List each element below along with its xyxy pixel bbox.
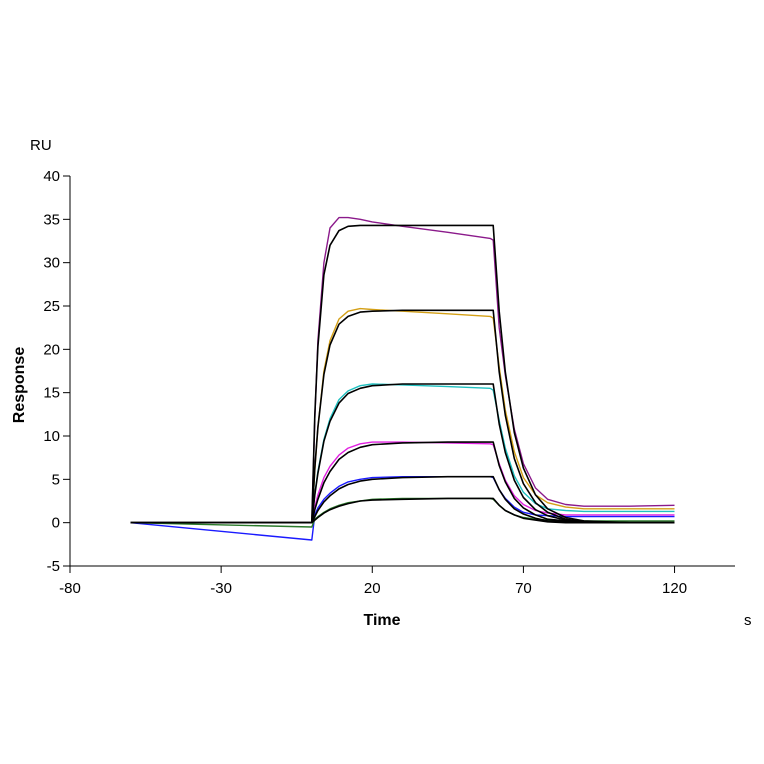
plot-area [130,216,675,541]
axes: -5 0 5 10 15 20 25 30 35 40 -80 -30 20 70 120 [43,168,735,597]
fit-curve [130,441,675,524]
y-tick-label: 5 [52,471,60,488]
data-curve [130,383,675,524]
fit-curve [130,383,675,524]
fit-curve [130,475,675,524]
x-axis-label: Time [363,612,400,629]
x-tick-label: 70 [515,580,532,597]
x-tick-label: 20 [364,580,381,597]
y-tick-label: 35 [43,211,60,228]
y-tick-label: 15 [43,385,60,402]
data-curve [130,216,675,524]
y-tick-label: 25 [43,298,60,315]
x-tick-label: 120 [662,580,687,597]
y-axis-label: Response [11,347,28,424]
y-unit-label: RU [30,137,52,154]
fit-curve [130,497,675,524]
y-tick-label: 40 [43,168,60,185]
x-unit-label: s [744,612,752,629]
fit-curve [130,224,675,524]
fit-curve [130,309,675,524]
y-tick-label: 30 [43,255,60,272]
y-tick-label: 20 [43,341,60,358]
y-tick-label: 10 [43,428,60,445]
x-tick-label: -80 [59,580,81,597]
x-tick-label: -30 [210,580,232,597]
data-curve [130,307,675,524]
y-tick-label: -5 [47,558,60,575]
y-tick-label: 0 [52,515,60,532]
data-curve [130,441,675,524]
